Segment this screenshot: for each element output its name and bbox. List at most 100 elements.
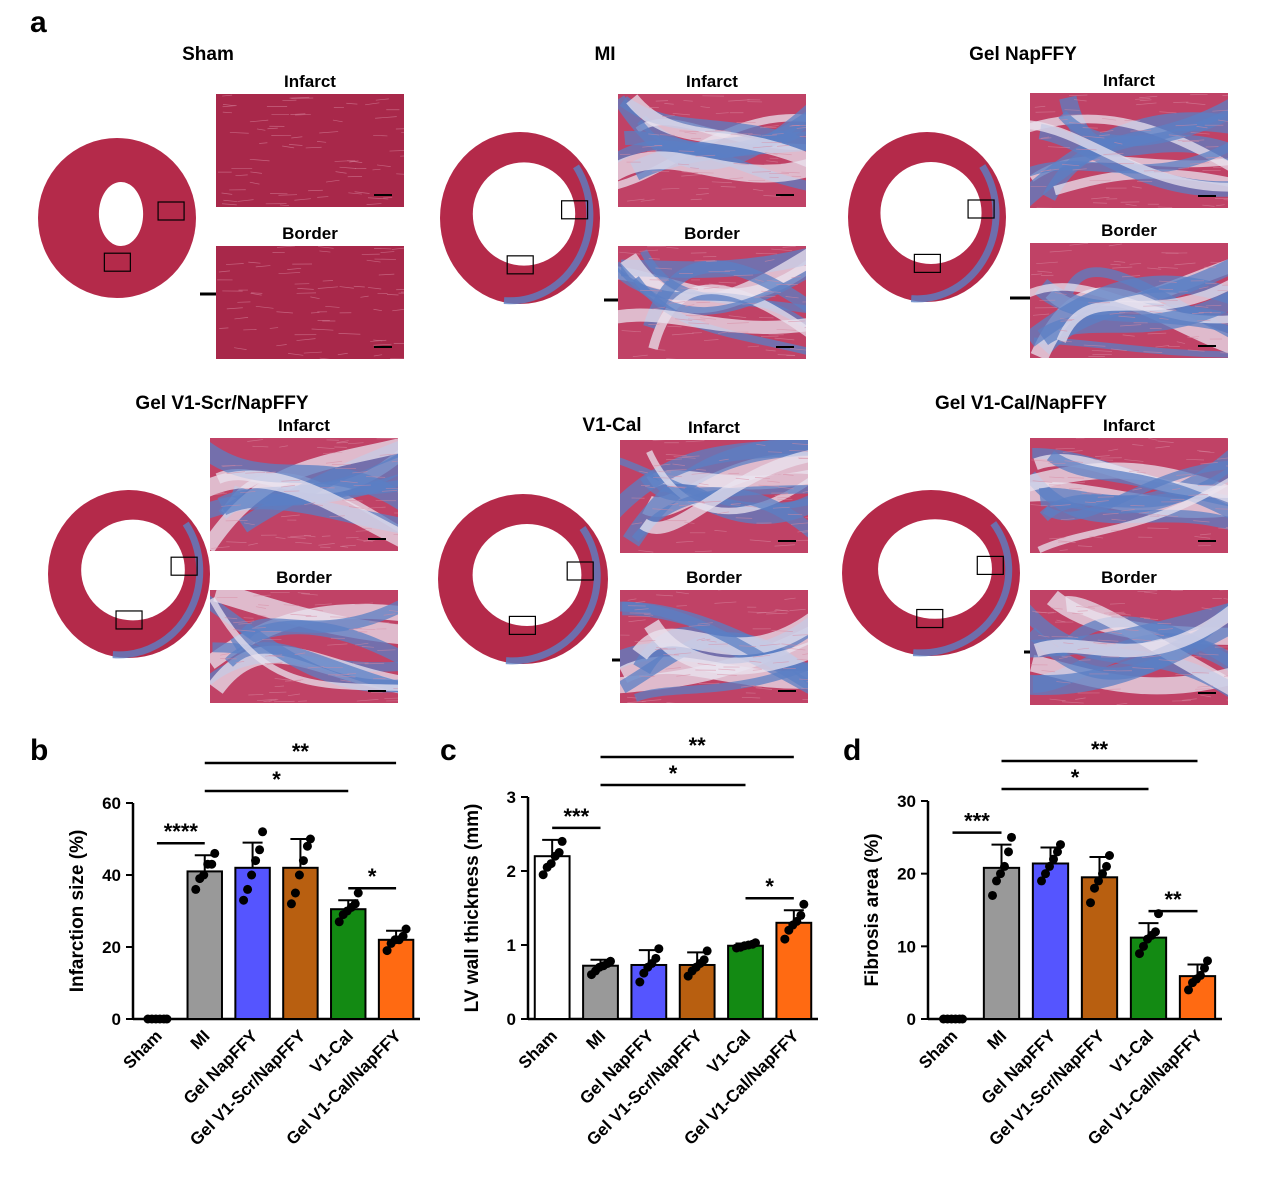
data-point	[1049, 854, 1058, 864]
data-point	[1045, 861, 1054, 871]
border-micrograph	[216, 246, 404, 359]
y-tick-label: 0	[907, 1010, 916, 1029]
data-point	[1184, 985, 1193, 995]
infarct-micrograph	[1030, 438, 1228, 553]
data-point	[1098, 869, 1107, 879]
data-point	[302, 841, 312, 851]
data-point	[398, 931, 408, 941]
data-point	[554, 848, 564, 857]
infarct-label: Infarct	[284, 72, 336, 91]
bar	[330, 908, 367, 1020]
heart-section-image	[38, 138, 236, 313]
infarct-micrograph	[618, 94, 806, 207]
significance-label: **	[1164, 887, 1182, 912]
heart-section-image	[842, 490, 1060, 671]
data-point	[1151, 927, 1160, 937]
panel-letter: b	[30, 734, 48, 767]
x-tick-label: Sham	[515, 1026, 561, 1072]
data-point	[1196, 970, 1205, 980]
y-tick-label: 0	[507, 1010, 516, 1029]
border-label: Border	[1101, 568, 1157, 587]
heart-section-image	[440, 132, 640, 319]
data-point	[1105, 851, 1114, 860]
heart-section-image	[438, 494, 648, 679]
data-point	[702, 946, 712, 956]
data-point	[996, 869, 1005, 879]
y-tick-label: 2	[507, 862, 516, 881]
data-point	[191, 884, 201, 894]
data-point	[286, 899, 296, 909]
data-point	[1041, 869, 1050, 879]
significance-label: ***	[964, 809, 990, 834]
infarct-label: Infarct	[1103, 416, 1155, 435]
data-point	[780, 934, 790, 944]
data-point	[1053, 847, 1062, 857]
border-label: Border	[684, 224, 740, 243]
data-point	[401, 924, 411, 934]
data-point	[353, 888, 363, 898]
data-point	[796, 910, 806, 920]
y-axis-label: Fibrosis area (%)	[862, 833, 883, 986]
data-point	[992, 876, 1001, 886]
border-micrograph	[618, 246, 806, 359]
data-point	[199, 870, 209, 880]
significance-label: **	[1091, 737, 1109, 762]
infarct-micrograph	[1030, 93, 1228, 208]
bar	[186, 870, 223, 1020]
data-point	[243, 884, 253, 894]
data-point	[255, 845, 265, 855]
bar	[282, 866, 319, 1020]
data-point	[1004, 847, 1013, 857]
data-point	[654, 944, 664, 954]
data-point	[298, 856, 308, 866]
border-label: Border	[686, 568, 742, 587]
data-point	[251, 856, 261, 866]
y-tick-label: 0	[112, 1010, 121, 1029]
border-micrograph	[210, 590, 398, 703]
y-tick-label: 40	[102, 866, 121, 885]
group-title: MI	[594, 44, 616, 65]
bar	[727, 944, 764, 1021]
infarct-micrograph	[216, 94, 404, 207]
infarct-label: Infarct	[1103, 71, 1155, 90]
data-point	[258, 827, 268, 837]
y-axis-label: Infarction size (%)	[67, 830, 88, 993]
data-point	[207, 859, 217, 869]
panel-a-letter: a	[30, 6, 47, 39]
x-tick-label: MI	[583, 1026, 610, 1053]
group-title: Sham	[182, 44, 234, 65]
data-point	[1056, 840, 1065, 850]
border-micrograph	[1030, 243, 1228, 358]
bar	[1129, 936, 1168, 1020]
infarct-label: Infarct	[688, 418, 740, 437]
data-point	[294, 870, 304, 880]
data-point	[1090, 883, 1099, 893]
y-tick-label: 1	[507, 936, 516, 955]
y-tick-label: 30	[897, 792, 916, 811]
border-label: Border	[276, 568, 332, 587]
data-point	[1000, 861, 1009, 871]
significance-label: ****	[164, 819, 199, 844]
bar	[982, 866, 1021, 1020]
data-point	[290, 888, 300, 898]
data-point	[382, 946, 392, 956]
infarct-label: Infarct	[686, 72, 738, 91]
data-point	[546, 859, 556, 869]
infarct-micrograph	[620, 440, 808, 553]
data-point	[606, 956, 615, 966]
data-point	[1200, 963, 1209, 973]
panel-letter: c	[440, 734, 457, 767]
x-tick-label: MI	[187, 1026, 214, 1053]
data-point	[162, 1014, 172, 1024]
data-point	[988, 890, 997, 900]
data-point	[799, 899, 809, 909]
y-tick-label: 10	[897, 937, 916, 956]
data-point	[1086, 898, 1095, 908]
data-point	[1139, 941, 1148, 951]
significance-label: ***	[563, 804, 589, 829]
infarct-label: Infarct	[278, 416, 330, 435]
significance-label: **	[689, 733, 707, 758]
data-point	[1094, 876, 1103, 886]
